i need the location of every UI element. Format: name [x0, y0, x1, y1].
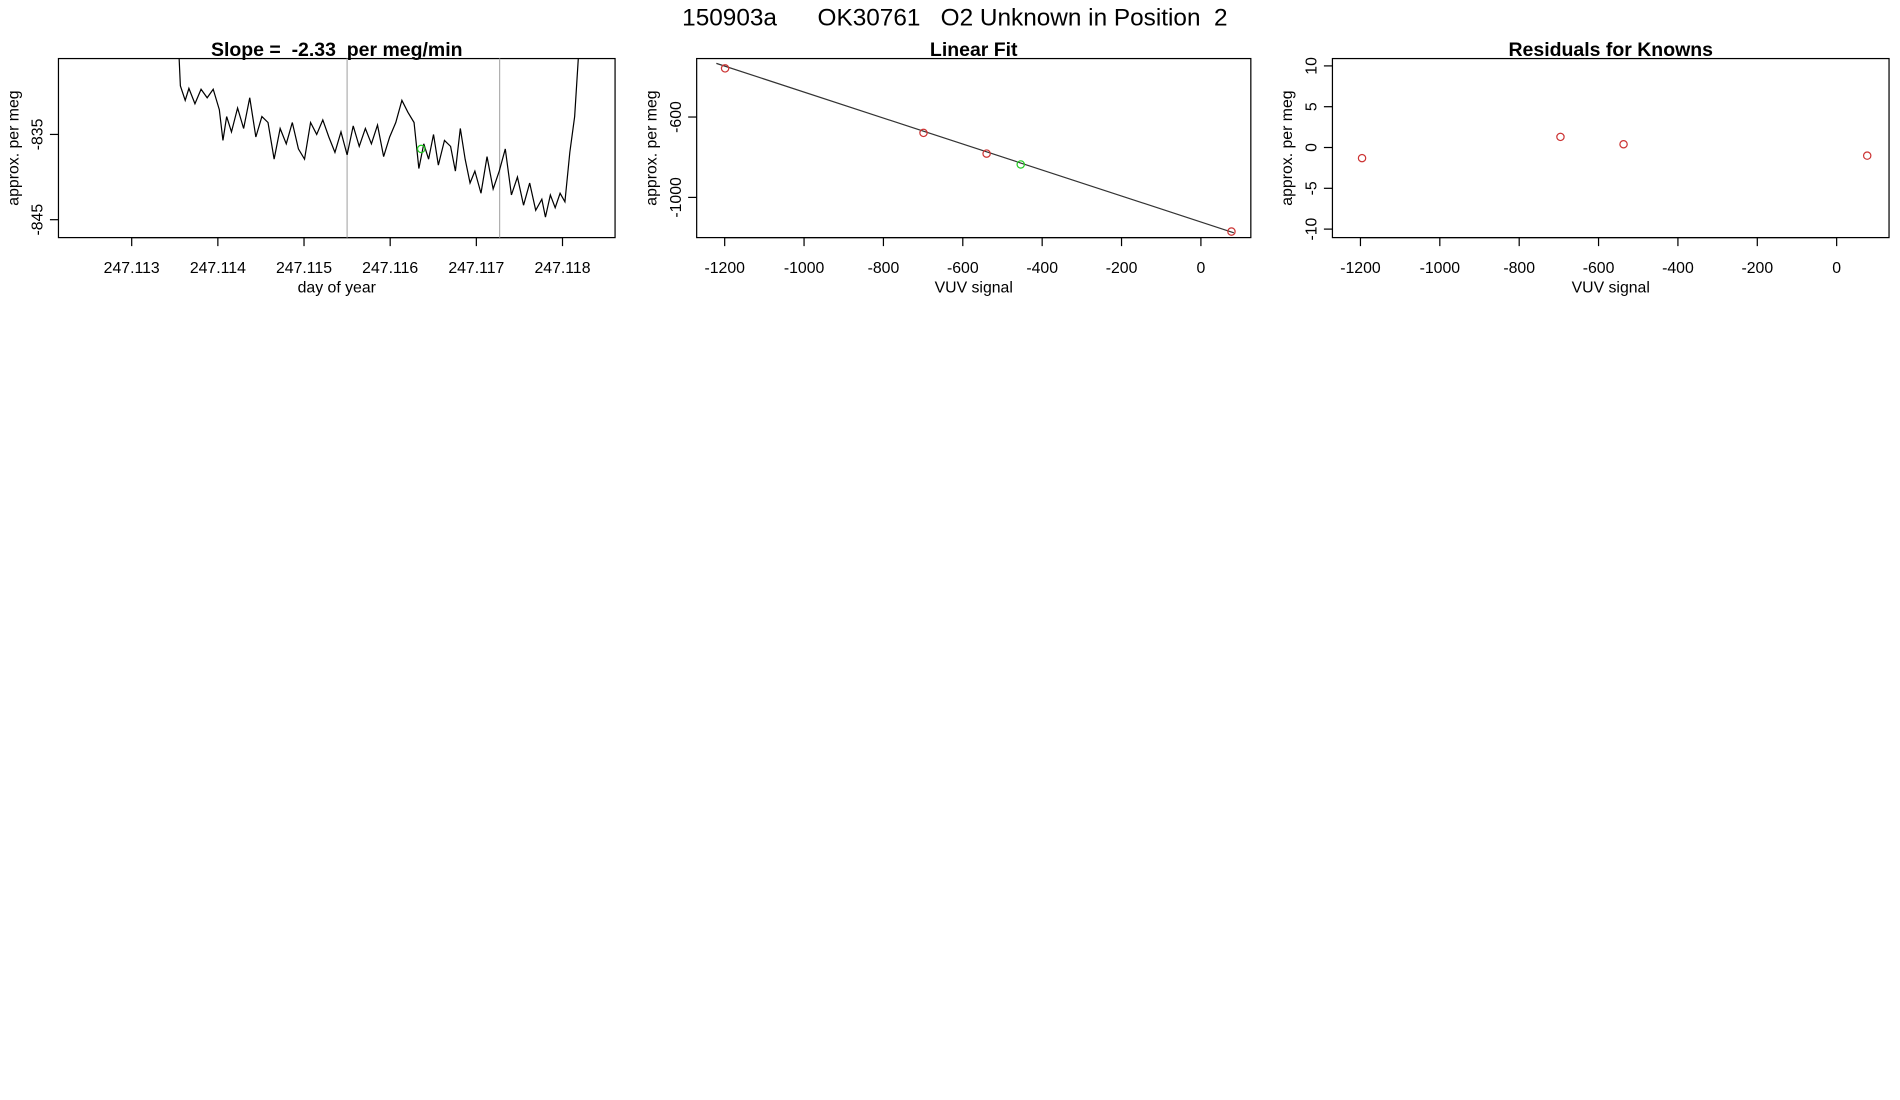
x-tick-label: 247.113	[104, 260, 160, 277]
panel-title: Linear Fit	[930, 39, 1018, 61]
panel: Slope = -2.33 per meg/min day of year appr…	[5, 39, 616, 296]
x-tick-label: -1000	[1420, 260, 1461, 277]
x-axis-label: VUV signal	[1572, 279, 1650, 296]
x-tick-label: 0	[1197, 260, 1206, 277]
x-tick-label: -800	[868, 260, 900, 277]
x-tick-label: -200	[1741, 260, 1773, 277]
x-tick-label: -400	[1026, 260, 1058, 277]
panel: Linear Fit VUV signal approx. per meg -1200…	[643, 39, 1252, 296]
x-tick-label: -1200	[1340, 260, 1381, 277]
data-point	[919, 128, 928, 138]
panel-title: Residuals for Knowns	[1509, 39, 1714, 61]
x-tick-label: -1000	[784, 260, 825, 277]
y-tick-label: -1000	[668, 177, 685, 218]
y-axis-label: approx. per meg	[5, 90, 22, 205]
x-tick-label: 0	[1832, 260, 1841, 277]
y-tick-label: 10	[1304, 57, 1321, 75]
plot-area	[716, 62, 1236, 236]
x-tick-label: 247.118	[534, 260, 590, 277]
plot-area	[178, 58, 579, 238]
plot-area	[1357, 132, 1872, 163]
data-point	[982, 149, 991, 158]
x-tick-label: -400	[1662, 260, 1694, 277]
y-tick-label: 0	[1304, 143, 1321, 152]
data-point	[1227, 227, 1236, 236]
x-tick-label: -600	[947, 260, 979, 277]
data-point	[720, 64, 730, 73]
highlight-point	[1016, 160, 1026, 169]
y-tick-label: -600	[668, 101, 685, 133]
data-point	[1556, 132, 1565, 142]
data-line	[178, 58, 579, 218]
y-tick-label: -10	[1304, 217, 1321, 240]
y-axis-label: approx. per meg	[1279, 90, 1296, 205]
data-point	[1619, 139, 1628, 149]
y-axis-label: approx. per meg	[643, 90, 660, 205]
x-tick-label: 247.117	[448, 260, 504, 277]
x-tick-label: -800	[1503, 260, 1535, 277]
x-tick-label: -1200	[704, 260, 745, 277]
data-point	[1357, 153, 1367, 163]
data-point	[1862, 151, 1872, 160]
y-tick-label: -835	[30, 118, 47, 150]
y-tick-label: -845	[30, 204, 47, 236]
fit-line	[716, 62, 1235, 234]
y-tick-label: 5	[1304, 102, 1321, 111]
panel: Residuals for Knowns VUV signal approx. pe…	[1279, 39, 1890, 296]
x-tick-label: -200	[1106, 260, 1138, 277]
x-tick-label: 247.114	[190, 260, 246, 277]
x-axis-label: day of year	[298, 279, 377, 296]
highlight-point	[416, 144, 426, 154]
y-tick-label: -5	[1304, 181, 1321, 195]
plot-box	[1331, 57, 1890, 239]
panel-title: Slope = -2.33 per meg/min	[211, 39, 463, 61]
x-axis-label: VUV signal	[935, 279, 1013, 296]
x-tick-label: 247.115	[276, 260, 332, 277]
figure-title: 150903a OK30761 O2 Unknown in Position 2	[682, 5, 1227, 32]
x-tick-label: 247.116	[362, 260, 418, 277]
x-tick-label: -600	[1583, 260, 1615, 277]
